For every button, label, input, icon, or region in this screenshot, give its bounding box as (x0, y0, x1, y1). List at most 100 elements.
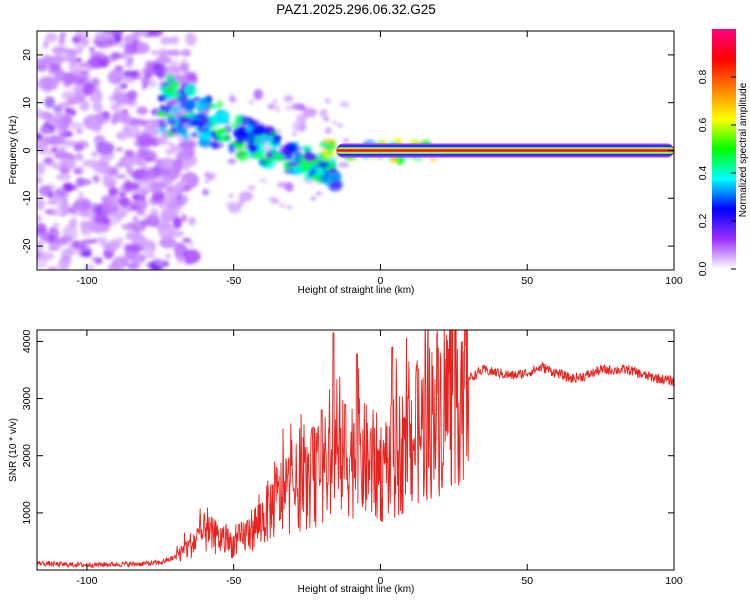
spectrogram-cell (140, 143, 151, 157)
spectrogram-cell (325, 145, 332, 151)
spectrogram-cell (140, 246, 156, 254)
spectrogram-cell (146, 156, 153, 162)
spectrogram-cell (272, 99, 278, 104)
spectrogram-cell (252, 151, 265, 160)
spectrogram-cell (157, 48, 170, 58)
spectrogram-cell (55, 122, 69, 135)
spectrogram-cell (48, 227, 58, 236)
y-tick-label: 0 (21, 147, 33, 153)
spectrogram-cell (152, 189, 166, 202)
colorbar-tick-label: 0.4 (697, 166, 709, 181)
spectrogram-cell (162, 176, 173, 187)
spectrogram-cell (229, 203, 236, 207)
spectrogram-cell (37, 139, 49, 153)
spectrogram-cell (96, 141, 115, 155)
x-tick-label: 50 (521, 575, 533, 587)
colorbar-tick-label: 0.2 (697, 214, 709, 229)
spectrogram-cell (75, 177, 86, 187)
spectrogram-cell (57, 203, 70, 212)
y-tick-label: 4000 (21, 330, 33, 354)
spectrogram-cell (147, 78, 158, 88)
spectrogram-cell (213, 135, 220, 141)
spectrogram-cell (62, 210, 69, 216)
spectrogram-cell (159, 104, 166, 111)
spectrogram-cell (132, 168, 149, 182)
spectrogram-cell (151, 50, 158, 56)
spectrogram-cell (88, 202, 100, 210)
spectrogram-cell (72, 201, 84, 211)
spectrogram-xlabel: Height of straight line (km) (298, 285, 415, 296)
spectrogram-cell (54, 111, 65, 119)
spectrogram-cell (92, 175, 99, 181)
spectrogram-cell (89, 47, 96, 52)
x-tick-label: 100 (665, 575, 683, 587)
spectrogram-cell (81, 229, 92, 237)
spectrogram-cell (94, 212, 103, 225)
spectrogram-cell (37, 176, 43, 184)
spectrogram-cell (147, 216, 157, 222)
spectrogram-cell (191, 131, 197, 137)
spectrogram-cell (183, 249, 201, 264)
spectrogram-cell (71, 86, 81, 91)
spectrogram-cell (184, 173, 193, 180)
spectrogram-cell (108, 187, 119, 196)
spectrogram-cell (252, 122, 259, 128)
spectrogram-cell (132, 216, 139, 222)
spectrogram-cell (73, 169, 82, 174)
spectrogram-cell (244, 136, 256, 145)
spectrogram-cell (110, 103, 120, 111)
spectrogram-cell (83, 264, 95, 270)
spectrogram-cell (328, 155, 337, 164)
spectrogram-cell (283, 95, 294, 103)
spectrogram-cell (429, 157, 437, 161)
spectrogram-cell (49, 55, 65, 64)
spectrogram-cell (292, 167, 302, 176)
spectrogram-cell (253, 89, 263, 100)
spectrogram-cell (319, 109, 328, 118)
spectrogram-cell (115, 162, 125, 168)
spectrogram-cell (167, 141, 174, 148)
x-tick-label: 100 (665, 275, 683, 287)
spectrogram-cell (260, 179, 267, 183)
spectrogram-cell (149, 208, 159, 219)
spectrogram-cell (158, 196, 177, 212)
spectrogram-cell (235, 149, 249, 162)
spectrogram-cell (119, 52, 128, 60)
snr-chart: -100 -50 0 50 100 1000 2000 3000 4000 Height of … (8, 329, 683, 595)
spectrogram-cell (267, 103, 276, 110)
spectrogram-cell (285, 154, 293, 160)
spectrogram-cell (126, 157, 135, 167)
spectrogram-cell (200, 132, 212, 141)
spectrogram-cell (46, 266, 59, 270)
spectrogram-cell (136, 237, 154, 247)
spectrogram-cell (248, 144, 258, 153)
snr-plot-area (37, 330, 674, 570)
spectrogram-cell (42, 43, 49, 49)
spectrogram-cell (316, 169, 325, 177)
spectrogram-cell (69, 218, 78, 228)
spectrogram-cell (89, 238, 99, 244)
spectrogram-cell (73, 240, 85, 251)
spectrogram-cell (170, 106, 182, 113)
spectrogram-cell (251, 125, 266, 136)
spectrogram-cell (141, 212, 147, 218)
spectrogram-cell (37, 198, 45, 211)
spectrogram-marks (37, 31, 674, 270)
spectrogram-cell (63, 72, 76, 85)
spectrogram-cell (50, 146, 59, 153)
spectrogram-cell (58, 36, 66, 46)
spectrogram-cell (82, 159, 101, 168)
spectrogram-cell (89, 92, 103, 103)
spectrogram-cell (107, 31, 124, 36)
spectrogram-cell (144, 60, 152, 68)
snr-series-line (37, 330, 674, 569)
y-tick-label: 10 (21, 97, 33, 109)
spectrogram-cell (180, 116, 192, 123)
spectrogram-cell (126, 56, 134, 64)
spectrogram-cell (175, 75, 186, 83)
spectrogram-cell (172, 158, 183, 173)
spectrogram-cell (179, 62, 190, 72)
spectrogram-cell (159, 120, 167, 131)
spectrogram-cell (94, 31, 111, 42)
spectrogram-cell (122, 108, 129, 114)
